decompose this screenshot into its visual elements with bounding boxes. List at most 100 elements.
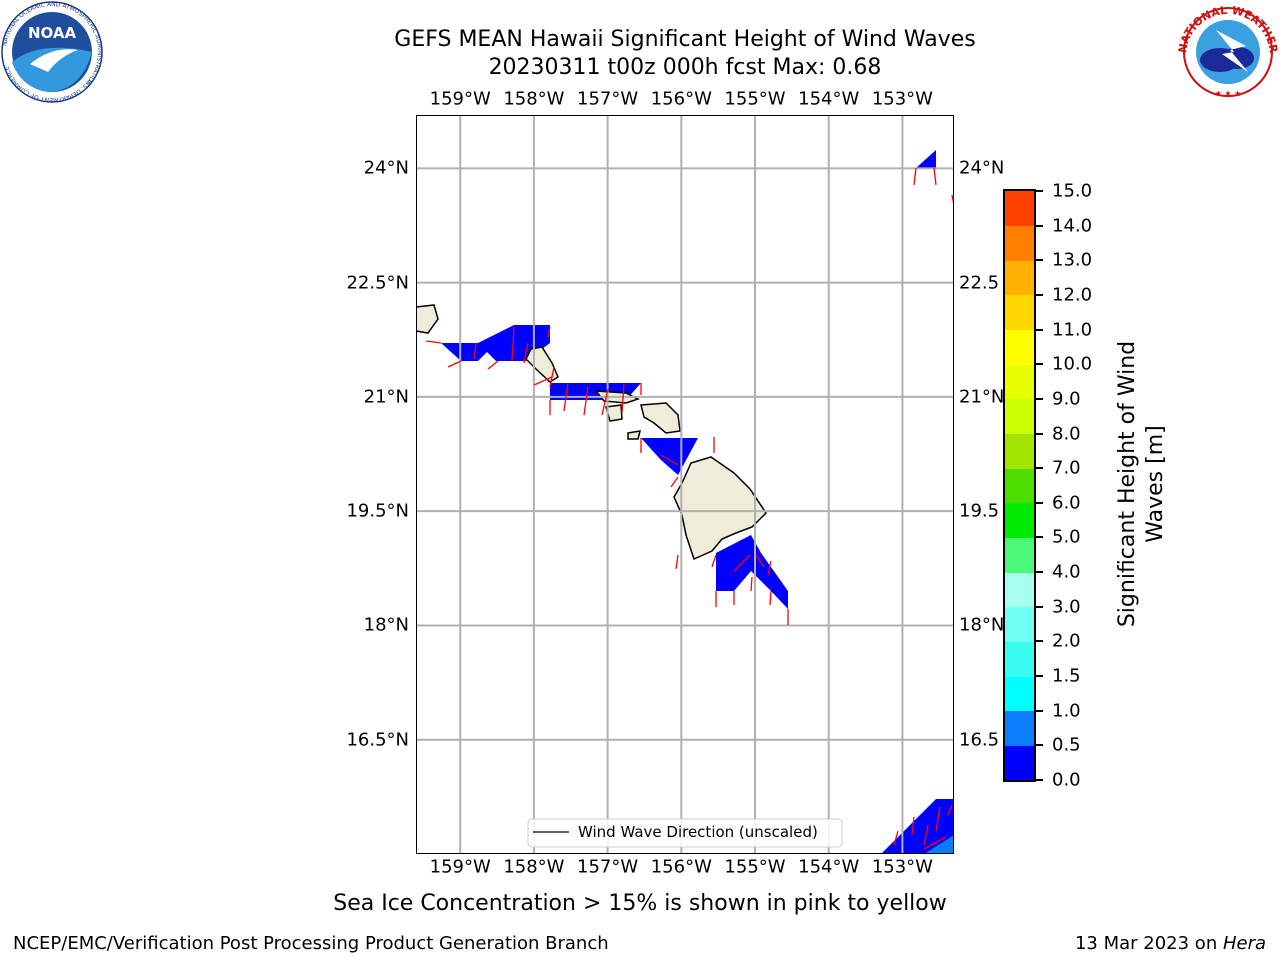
colorbar-segment bbox=[1005, 572, 1034, 608]
colorbar-segment bbox=[1005, 191, 1034, 227]
lon-tick-label-bottom: 156°W bbox=[650, 856, 712, 878]
island-maui bbox=[640, 402, 681, 434]
colorbar-segment bbox=[1005, 329, 1034, 365]
lat-tick-label-left: 22.5°N bbox=[346, 272, 409, 294]
colorbar-tick-label: 11.0 bbox=[1052, 319, 1093, 341]
footer-date-text: 13 Mar 2023 on bbox=[1074, 933, 1223, 954]
footer-machine: Hera bbox=[1222, 933, 1266, 954]
colorbar-segment bbox=[1005, 606, 1034, 642]
lon-tick-label-bottom: 159°W bbox=[429, 856, 491, 878]
colorbar-label-line2: Waves [m] bbox=[1143, 425, 1168, 543]
colorbar-segment bbox=[1005, 398, 1034, 435]
colorbar-segment bbox=[1005, 225, 1034, 261]
colorbar-segment bbox=[1005, 745, 1034, 781]
colorbar-tick-label: 10.0 bbox=[1052, 353, 1093, 375]
colorbar-tick-mark bbox=[1035, 397, 1043, 400]
lon-tick-label-top: 156°W bbox=[650, 88, 712, 110]
land-layer bbox=[416, 304, 767, 561]
lat-tick-label-left: 21°N bbox=[363, 386, 409, 408]
colorbar-tick-mark bbox=[1035, 605, 1043, 608]
lon-tick-label-bottom: 154°W bbox=[798, 856, 860, 878]
colorbar-tick-label: 15.0 bbox=[1052, 180, 1093, 202]
colorbar-tick-label: 14.0 bbox=[1052, 215, 1093, 237]
lat-tick-label-left: 24°N bbox=[363, 157, 409, 179]
map-panel: Wind Wave Direction (unscaled) bbox=[416, 115, 954, 854]
colorbar-tick-label: 0.0 bbox=[1052, 769, 1081, 791]
colorbar-tick-mark bbox=[1035, 640, 1043, 643]
colorbar-tick-mark bbox=[1035, 779, 1043, 781]
footer-date: 13 Mar 2023 on Hera bbox=[1075, 933, 1266, 954]
colorbar-tick-label: 5.0 bbox=[1052, 526, 1081, 548]
nws-logo-icon: NATIONAL WEATHER SERVICE ★ ★ ★ bbox=[1176, 0, 1280, 98]
colorbar-tick-mark bbox=[1035, 432, 1043, 435]
sea-ice-note: Sea Ice Concentration > 15% is shown in … bbox=[333, 891, 947, 916]
lon-tick-label-bottom: 155°W bbox=[724, 856, 786, 878]
lat-tick-label-left: 18°N bbox=[363, 614, 409, 636]
colorbar-tick-mark bbox=[1035, 536, 1043, 539]
colorbar-tick-label: 6.0 bbox=[1052, 492, 1081, 514]
lat-tick-label-right: 19.5 bbox=[959, 500, 1000, 522]
lat-tick-label-right: 16.5 bbox=[959, 729, 1000, 751]
colorbar-segment bbox=[1005, 364, 1034, 400]
lon-tick-label-top: 153°W bbox=[871, 88, 933, 110]
colorbar-tick-mark bbox=[1035, 709, 1043, 712]
lon-tick-label-bottom: 157°W bbox=[577, 856, 639, 878]
colorbar-label-line1: Significant Height of Wind bbox=[1115, 340, 1140, 628]
colorbar-tick-mark bbox=[1035, 467, 1043, 470]
colorbar-tick-label: 3.0 bbox=[1052, 596, 1081, 618]
colorbar-tick-mark bbox=[1035, 744, 1043, 747]
colorbar-tick-mark bbox=[1035, 293, 1043, 296]
island-hawaii bbox=[673, 456, 767, 561]
legend-label: Wind Wave Direction (unscaled) bbox=[578, 823, 818, 841]
colorbar-tick-label: 9.0 bbox=[1052, 388, 1081, 410]
svg-text:★ ★ ★: ★ ★ ★ bbox=[1215, 89, 1242, 98]
colorbar-segment bbox=[1005, 710, 1034, 746]
colorbar-tick-mark bbox=[1035, 190, 1043, 192]
lat-tick-label-left: 19.5°N bbox=[346, 500, 409, 522]
colorbar-label: Significant Height of Wind Waves [m] bbox=[1114, 341, 1170, 627]
lat-tick-label-right: 18°N bbox=[959, 614, 1005, 636]
lon-tick-label-bottom: 153°W bbox=[871, 856, 933, 878]
island-lanai bbox=[605, 404, 623, 422]
colorbar-tick-label: 13.0 bbox=[1052, 249, 1093, 271]
colorbar-tick-label: 2.0 bbox=[1052, 630, 1081, 652]
chart-subtitle: 20230311 t00z 000h fcst Max: 0.68 bbox=[488, 55, 882, 80]
colorbar-tick-label: 4.0 bbox=[1052, 561, 1081, 583]
colorbar-tick-mark bbox=[1035, 363, 1043, 366]
wave-height-fill-0-5 bbox=[924, 835, 954, 854]
colorbar-segment bbox=[1005, 676, 1034, 712]
colorbar-segment bbox=[1005, 260, 1034, 296]
colorbar-tick-label: 7.0 bbox=[1052, 457, 1081, 479]
colorbar-tick-label: 12.0 bbox=[1052, 284, 1093, 306]
colorbar-tick-mark bbox=[1035, 571, 1043, 574]
colorbar-tick-label: 8.0 bbox=[1052, 423, 1081, 445]
noaa-logo-icon: NOAA NATIONAL OCEANIC AND ATMOSPHERIC AD… bbox=[1, 1, 103, 103]
colorbar-tick-label: 1.0 bbox=[1052, 700, 1081, 722]
colorbar-tick-label: 1.5 bbox=[1052, 665, 1081, 687]
colorbar-tick-mark bbox=[1035, 224, 1043, 227]
colorbar-tick-mark bbox=[1035, 501, 1043, 504]
colorbar-tick-mark bbox=[1035, 259, 1043, 262]
colorbar-segment bbox=[1005, 641, 1034, 677]
lat-tick-label-right: 21°N bbox=[959, 386, 1005, 408]
lat-tick-label-right: 24°N bbox=[959, 157, 1005, 179]
colorbar-segment bbox=[1005, 537, 1034, 573]
lat-tick-label-right: 22.5 bbox=[959, 272, 1000, 294]
colorbar-segment bbox=[1005, 294, 1034, 331]
lon-tick-label-top: 155°W bbox=[724, 88, 786, 110]
lon-tick-label-bottom: 158°W bbox=[503, 856, 565, 878]
colorbar-tick-mark bbox=[1035, 675, 1043, 678]
chart-title: GEFS MEAN Hawaii Significant Height of W… bbox=[394, 27, 976, 52]
wind-wave-arrows bbox=[425, 167, 954, 850]
lat-tick-label-left: 16.5°N bbox=[346, 729, 409, 751]
lon-tick-label-top: 159°W bbox=[429, 88, 491, 110]
island-kahoolawe bbox=[627, 430, 642, 440]
map-legend: Wind Wave Direction (unscaled) bbox=[527, 818, 843, 848]
lon-tick-label-top: 157°W bbox=[577, 88, 639, 110]
noaa-logo-text: NOAA bbox=[28, 24, 77, 42]
colorbar-tick-mark bbox=[1035, 328, 1043, 331]
gridlines bbox=[416, 115, 954, 854]
lon-tick-label-top: 158°W bbox=[503, 88, 565, 110]
colorbar-segment bbox=[1005, 468, 1034, 504]
colorbar-segment bbox=[1005, 502, 1034, 538]
